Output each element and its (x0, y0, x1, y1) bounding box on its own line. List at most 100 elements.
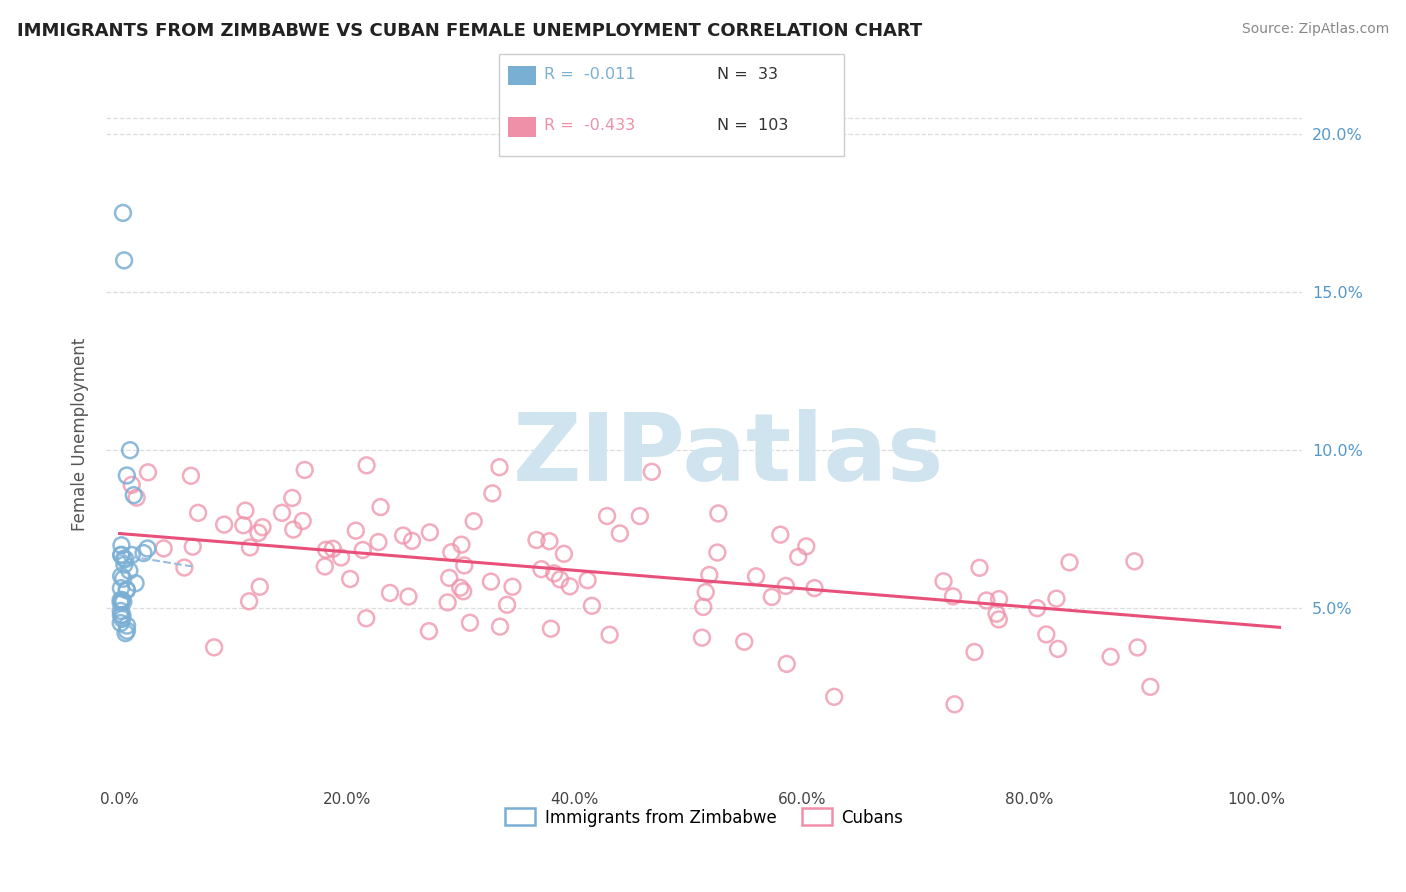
Point (419, 525, 441, 540)
Point (1046, 641, 1069, 656)
Point (110, 616, 132, 631)
Point (453, 558, 475, 573)
Point (609, 526, 631, 541)
Point (314, 559, 336, 574)
Point (599, 628, 621, 642)
Point (115, 468, 138, 483)
Point (239, 541, 262, 555)
Point (690, 631, 713, 645)
Point (692, 599, 714, 614)
Point (794, 540, 817, 554)
Point (526, 533, 548, 547)
Point (212, 517, 235, 532)
Point (543, 566, 565, 581)
Point (152, 541, 174, 556)
Point (367, 535, 389, 549)
Point (370, 500, 392, 514)
Point (628, 509, 651, 524)
Point (761, 590, 783, 604)
Point (775, 579, 797, 593)
Point (118, 564, 141, 578)
Point (942, 590, 965, 604)
Point (136, 541, 159, 556)
Legend: Immigrants from Zimbabwe, Cubans: Immigrants from Zimbabwe, Cubans (498, 802, 910, 833)
Point (112, 253, 135, 268)
Point (115, 582, 138, 597)
Point (392, 528, 415, 542)
Point (733, 634, 755, 648)
Point (378, 586, 401, 600)
Point (398, 590, 420, 604)
Point (173, 560, 195, 574)
Point (110, 596, 132, 610)
Point (125, 491, 148, 505)
Point (356, 458, 378, 473)
Point (111, 607, 134, 622)
Point (769, 527, 792, 541)
Point (988, 592, 1011, 607)
Point (451, 584, 474, 599)
Point (114, 626, 136, 640)
Point (596, 508, 619, 523)
Point (803, 581, 825, 595)
Point (488, 460, 510, 475)
Point (132, 546, 155, 560)
Point (1059, 555, 1081, 569)
Point (745, 569, 768, 583)
Point (252, 520, 274, 534)
Point (118, 443, 141, 458)
Point (110, 569, 132, 583)
Point (401, 533, 423, 548)
Point (641, 465, 664, 479)
Point (339, 572, 361, 586)
Point (115, 618, 138, 632)
Point (111, 612, 134, 626)
Point (344, 524, 367, 538)
Point (271, 506, 294, 520)
Point (115, 583, 138, 598)
Point (187, 506, 209, 520)
Point (121, 478, 143, 492)
Point (449, 581, 471, 595)
Point (110, 608, 132, 623)
Point (238, 594, 260, 608)
Point (450, 538, 472, 552)
Point (697, 568, 720, 582)
Point (247, 525, 270, 540)
Point (202, 640, 225, 655)
Point (291, 514, 314, 528)
Point (352, 543, 374, 558)
Point (121, 548, 143, 562)
Point (479, 574, 502, 589)
Point (110, 548, 132, 562)
Point (249, 580, 271, 594)
Point (115, 624, 138, 638)
Point (110, 604, 132, 618)
Point (112, 558, 135, 572)
Point (1035, 627, 1057, 641)
Point (112, 551, 135, 566)
Point (932, 574, 955, 589)
Point (986, 607, 1008, 621)
Point (283, 523, 305, 537)
Point (114, 552, 136, 566)
Point (553, 547, 575, 561)
Point (695, 585, 717, 599)
Point (315, 542, 337, 557)
Point (1123, 554, 1146, 568)
Point (502, 580, 524, 594)
Point (322, 541, 344, 556)
Point (1045, 591, 1067, 606)
Point (1099, 649, 1122, 664)
Point (823, 690, 845, 704)
Point (787, 549, 810, 564)
Point (436, 595, 458, 609)
Point (707, 507, 730, 521)
Point (112, 572, 135, 586)
Point (987, 612, 1010, 626)
Point (110, 593, 132, 607)
Point (1026, 601, 1049, 615)
Point (496, 598, 519, 612)
Point (558, 579, 581, 593)
Point (440, 545, 463, 559)
